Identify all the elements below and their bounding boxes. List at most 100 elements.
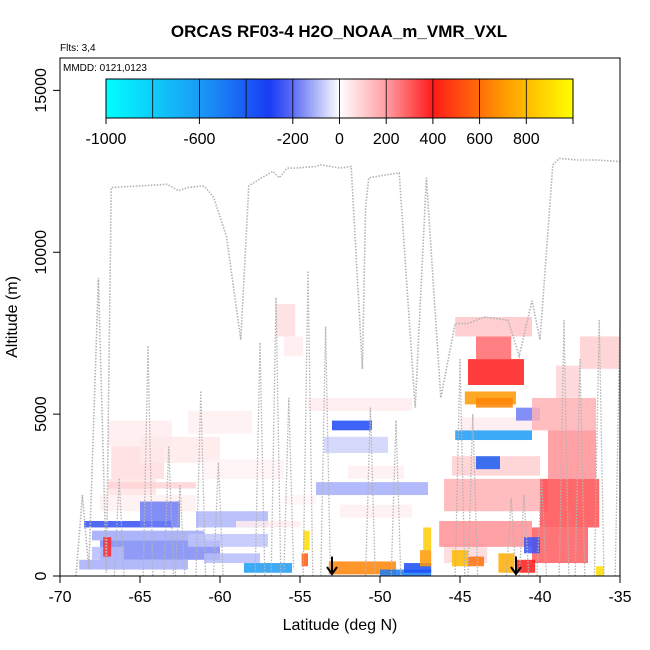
- flight-track-segment: [558, 320, 565, 576]
- y-axis-label: Altitude (m): [4, 276, 21, 358]
- heatmap-cell: [540, 478, 600, 528]
- colorbar-tick-label: -600: [183, 131, 215, 148]
- flight-track-segment: [579, 359, 586, 576]
- y-tick-label: 15000: [33, 68, 50, 113]
- flight-track-segment: [510, 498, 517, 576]
- x-tick-label: -50: [368, 589, 391, 606]
- flight-track-segment: [390, 420, 397, 576]
- x-tick-label: -60: [208, 589, 231, 606]
- y-tick-label: 0: [33, 571, 50, 580]
- x-tick-label: -40: [528, 589, 551, 606]
- flight-track-segment: [563, 320, 570, 576]
- arrow-head: [510, 566, 522, 576]
- flight-track: [75, 157, 620, 576]
- colorbar-tick-label: 200: [373, 131, 400, 148]
- flight-track-segment: [179, 485, 186, 576]
- flight-track-segment: [168, 446, 175, 576]
- flight-track-segment: [174, 485, 181, 576]
- flight-track-segment: [147, 346, 154, 576]
- flight-track-segment: [454, 359, 461, 576]
- flight-track-segment: [195, 391, 202, 576]
- flight-track-segment: [619, 320, 620, 355]
- heatmap-cell: [188, 410, 252, 434]
- heatmap-cell: [404, 563, 432, 573]
- heatmap-cell: [308, 397, 412, 411]
- heatmap-cell: [498, 553, 515, 573]
- heatmap-cell: [140, 436, 220, 463]
- date-label: MMDD: 0121,0123: [63, 63, 147, 74]
- flight-track-segment: [598, 320, 605, 576]
- heatmap-cell: [328, 561, 396, 575]
- heatmap-cell: [236, 520, 300, 528]
- colorbar-dividers: [152, 79, 527, 118]
- heatmap-cell: [468, 359, 524, 385]
- flight-track-segment: [163, 446, 170, 576]
- heatmap-cell: [420, 550, 432, 567]
- plot-frame: [59, 57, 621, 577]
- heatmap-cell: [444, 478, 548, 512]
- marker-arrows: [326, 556, 522, 576]
- flight-track-segment: [369, 407, 376, 576]
- heatmap-cell: [460, 417, 532, 431]
- colorbar-tick-label: 600: [466, 131, 493, 148]
- heatmap-cell: [476, 397, 513, 408]
- x-axis: -70 -65 -60 -55 -50 -45 -40 -35: [48, 576, 632, 606]
- heatmap-cell: [324, 436, 388, 453]
- heatmap-cell: [92, 530, 204, 541]
- flight-track-segment: [395, 420, 402, 576]
- flight-track-segment: [270, 297, 277, 576]
- colorbar-tick-label: 400: [420, 131, 447, 148]
- heatmap-cells: [79, 304, 620, 576]
- colorbar-tick-label: 0: [335, 131, 344, 148]
- heatmap-cell: [284, 495, 316, 505]
- heatmap-cell: [204, 459, 284, 479]
- heatmap-cell: [423, 527, 432, 551]
- heatmap-cell: [84, 520, 172, 528]
- x-tick-label: -65: [128, 589, 151, 606]
- flight-track-line: [75, 157, 620, 576]
- flight-track-segment: [536, 478, 543, 576]
- flight-track-segment: [574, 359, 581, 576]
- flight-track-segment: [200, 391, 207, 576]
- heatmap-cell: [103, 537, 112, 557]
- heatmap-cell: [596, 566, 604, 576]
- heatmap-cell: [455, 430, 532, 441]
- x-tick-label: -70: [48, 589, 71, 606]
- heatmap-cell: [303, 530, 310, 551]
- arrow-head: [326, 566, 338, 576]
- flight-track-segment: [324, 326, 332, 576]
- flight-track-segment: [540, 478, 548, 576]
- y-axis: 0 5000 10000 15000: [33, 68, 60, 580]
- x-tick-label: -55: [288, 589, 311, 606]
- flight-track-segment: [118, 478, 125, 576]
- x-tick-label: -45: [448, 589, 471, 606]
- heatmap-cell: [476, 336, 512, 360]
- heatmap-cell: [140, 501, 180, 528]
- flight-track-segment: [614, 320, 620, 576]
- x-axis-label: Latitude (deg N): [283, 617, 398, 634]
- heatmap-cell: [455, 317, 532, 337]
- flight-track-segment: [113, 478, 120, 576]
- colorbar-ticks: -1000 -600 -200 0 200 400 600 800: [86, 118, 574, 148]
- heatmap-cell: [439, 520, 532, 547]
- heatmap-cell: [276, 304, 296, 337]
- flight-track-segment: [593, 320, 600, 576]
- heatmap-cell: [556, 365, 580, 398]
- flight-track-segment: [142, 346, 149, 576]
- heatmap-cell: [284, 336, 304, 356]
- heatmap-cell: [452, 550, 468, 567]
- heatmap-cell: [332, 420, 372, 431]
- heatmap-cell: [316, 482, 428, 496]
- colorbar-tick-label: -1000: [86, 131, 127, 148]
- heatmap-cell: [524, 537, 540, 554]
- heatmap-cell: [476, 456, 500, 470]
- y-tick-label: 5000: [33, 396, 50, 432]
- heatmap-cell: [548, 430, 596, 479]
- flight-track-segment: [320, 326, 327, 576]
- heatmap-cell: [244, 563, 292, 573]
- colorbar-tick-label: 800: [513, 131, 540, 148]
- heatmap-cell: [468, 556, 484, 567]
- heatmap-cell: [301, 553, 308, 567]
- heatmap-cell: [108, 482, 196, 489]
